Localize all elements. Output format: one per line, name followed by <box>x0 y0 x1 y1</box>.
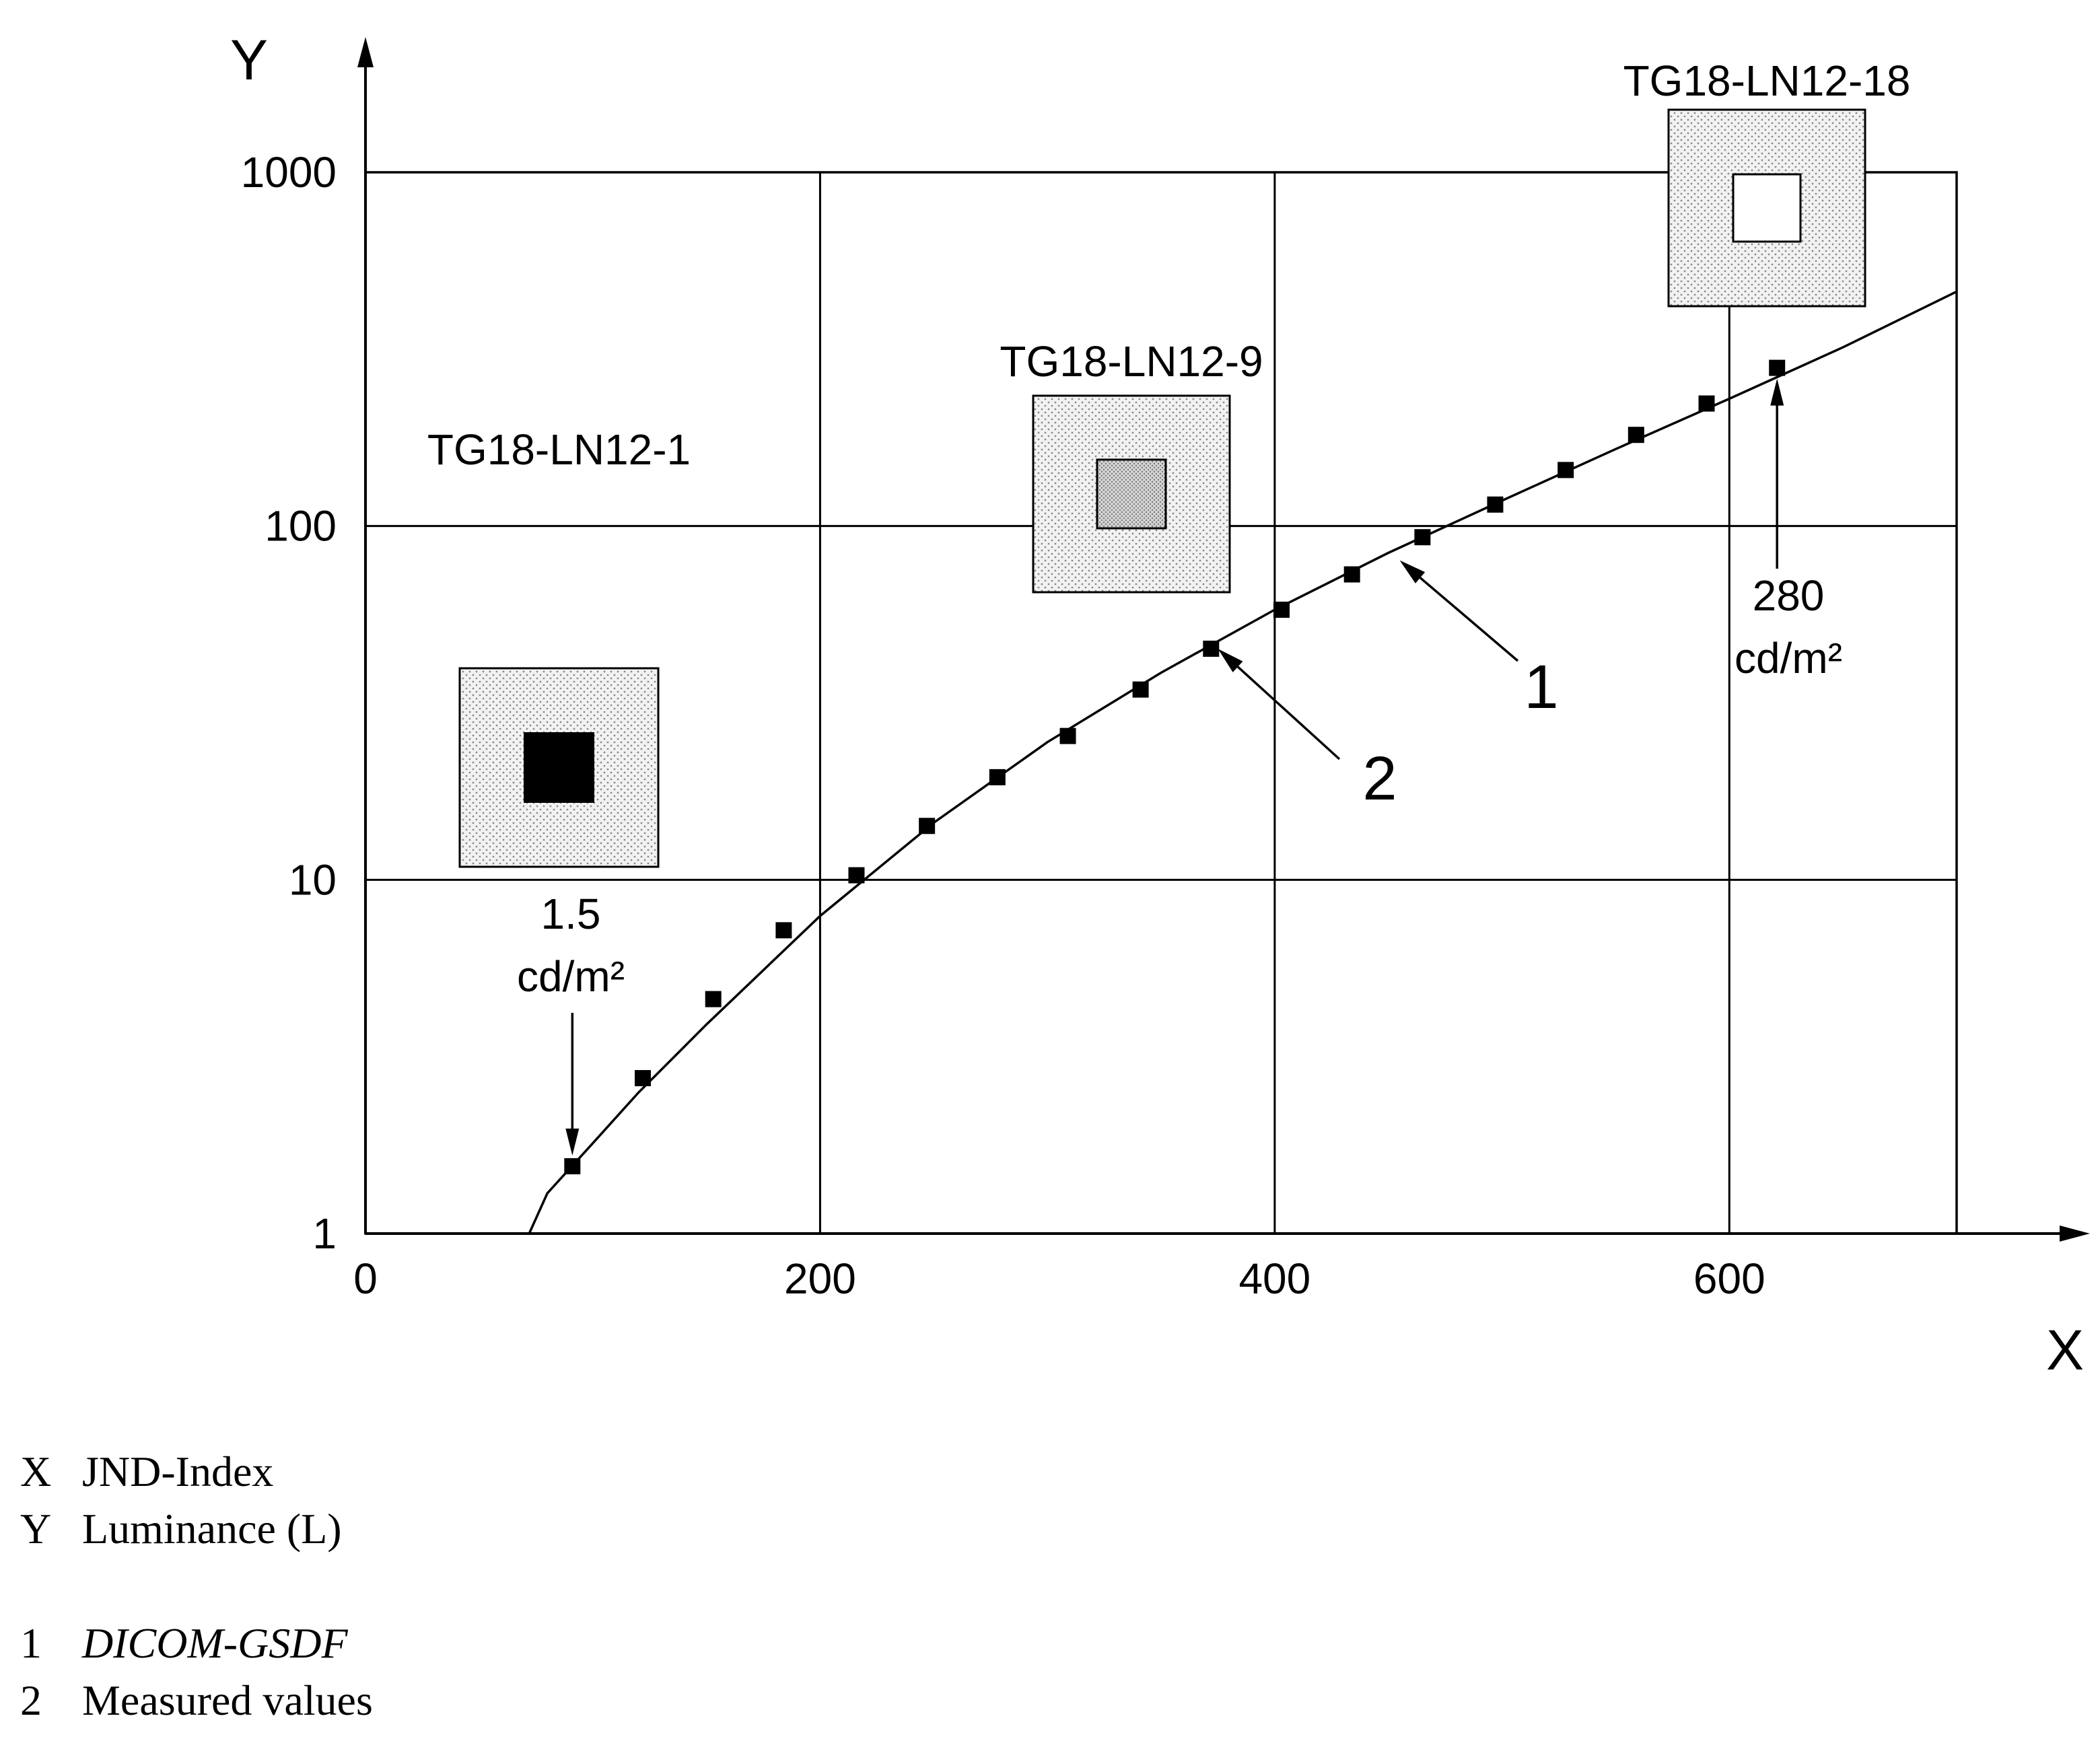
callout-number: 2 <box>1362 744 1397 813</box>
x-tick-label: 600 <box>1693 1254 1765 1303</box>
y-axis-letter: Y <box>230 28 268 92</box>
annotation-unit: cd/m² <box>1735 634 1842 682</box>
dicom-gsdf-curve-layer <box>528 290 1957 1234</box>
measured-value-marker <box>1769 359 1786 376</box>
annotation-arrowhead <box>1770 378 1784 406</box>
measured-value-marker <box>564 1158 581 1174</box>
measured-value-marker <box>989 769 1006 785</box>
y-tick-label: 10 <box>289 855 337 904</box>
measured-value-marker <box>1343 566 1360 583</box>
test-patterns: TG18-LN12-1 TG18-LN12-9 TG18-LN12-18 <box>427 57 1911 868</box>
test-pattern-title: TG18-LN12-18 <box>1623 57 1911 105</box>
annotation-value: 1.5 <box>541 890 601 938</box>
axes: 0 200 400 600 1 10 100 1000 Y X <box>230 28 2090 1382</box>
key-text: Measured values <box>82 1676 373 1724</box>
measured-value-marker <box>1698 395 1715 412</box>
x-tick-label: 0 <box>353 1254 378 1303</box>
annotation-value: 280 <box>1753 571 1825 620</box>
measured-value-marker <box>1132 681 1149 698</box>
annotations: 1.5 cd/m² 280 cd/m² 1 2 <box>517 378 1842 1155</box>
x-tick-label: 200 <box>784 1254 856 1303</box>
callout-arrowhead <box>1218 648 1243 672</box>
key-row-x: X JND-Index <box>20 1447 273 1497</box>
callout-number: 1 <box>1524 653 1558 721</box>
key-text: Luminance (L) <box>82 1505 342 1553</box>
x-axis-arrowhead <box>2060 1225 2090 1242</box>
test-pattern-center <box>1732 173 1802 243</box>
measured-value-marker <box>919 818 936 834</box>
measured-value-marker <box>1558 462 1574 478</box>
test-pattern-title: TG18-LN12-1 <box>427 425 691 474</box>
key-row-2: 2 Measured values <box>20 1676 373 1726</box>
dicom-gsdf-curve <box>528 290 1957 1234</box>
test-pattern-center <box>1096 458 1167 530</box>
measured-value-marker <box>1414 529 1431 546</box>
key-text: DICOM-GSDF <box>82 1619 348 1667</box>
key-symbol: Y <box>20 1505 52 1553</box>
annotation-arrowhead <box>565 1128 580 1155</box>
measured-value-marker <box>1059 727 1076 744</box>
x-axis-letter: X <box>2046 1318 2084 1382</box>
measured-value-marker <box>1487 496 1504 513</box>
callout-arrowhead <box>1399 560 1426 583</box>
measured-value-marker <box>1273 602 1290 618</box>
x-tick-label: 400 <box>1238 1254 1310 1303</box>
annotation-unit: cd/m² <box>517 952 625 1001</box>
callout-arrow-line <box>1236 666 1341 760</box>
y-tick-label: 1 <box>312 1209 337 1258</box>
measured-value-marker <box>705 991 722 1007</box>
measured-value-marker <box>1203 640 1220 657</box>
key-symbol: X <box>20 1448 52 1495</box>
key-symbol: 1 <box>20 1619 42 1667</box>
test-pattern-title: TG18-LN12-9 <box>1000 337 1263 386</box>
callout-arrow-line <box>1419 577 1519 662</box>
key-text: JND-Index <box>82 1448 274 1495</box>
y-axis-arrowhead <box>357 37 374 67</box>
key-row-1: 1 DICOM-GSDF <box>20 1618 348 1668</box>
test-pattern-center <box>524 732 594 803</box>
measured-value-marker <box>635 1070 652 1087</box>
measured-value-marker <box>848 867 865 884</box>
y-tick-label: 1000 <box>241 148 337 197</box>
measured-value-marker <box>775 922 792 939</box>
measured-value-marker <box>1628 427 1644 443</box>
key-row-y: Y Luminance (L) <box>20 1504 342 1554</box>
y-tick-label: 100 <box>265 502 337 550</box>
key-symbol: 2 <box>20 1676 42 1724</box>
measured-values-layer <box>564 359 1786 1174</box>
